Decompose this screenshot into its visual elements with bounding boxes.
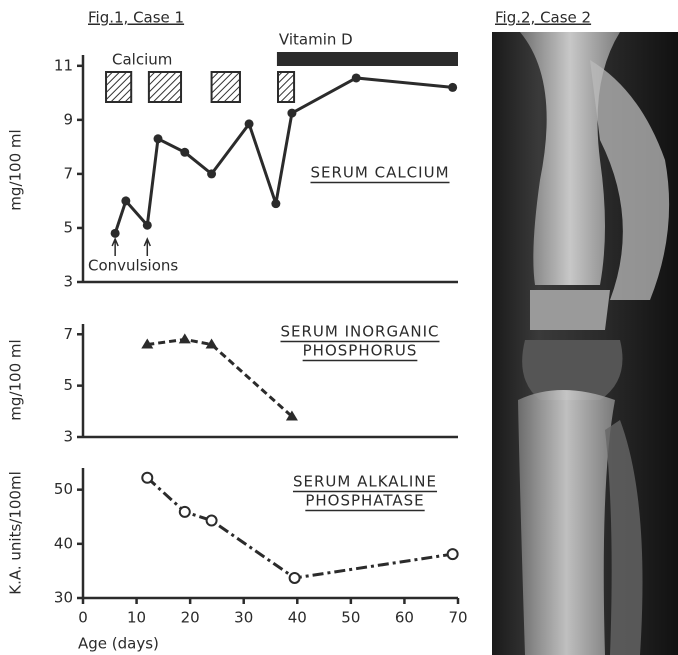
x-axis-label: Age (days)	[78, 635, 159, 653]
y-tick-label: 5	[63, 218, 73, 236]
y-tick-label: 9	[63, 110, 73, 128]
calcium-label: Calcium	[112, 51, 172, 69]
series-line	[147, 339, 292, 416]
x-tick-label: 20	[181, 609, 200, 627]
marker	[352, 73, 361, 82]
x-tick-label: 70	[448, 609, 467, 627]
x-tick-label: 30	[234, 609, 253, 627]
marker	[448, 549, 458, 559]
x-tick-label: 50	[341, 609, 360, 627]
calcium-period	[106, 72, 131, 102]
y-axis-label: mg/100 ml	[7, 129, 25, 210]
x-tick-label: 0	[78, 609, 88, 627]
marker	[271, 199, 280, 208]
y-tick-label: 5	[63, 376, 73, 394]
series-title: SERUM ALKALINE	[293, 473, 437, 491]
y-axis-label: mg/100 ml	[7, 339, 25, 420]
marker	[121, 196, 130, 205]
x-tick-label: 10	[127, 609, 146, 627]
vitamin-d-period	[277, 52, 458, 66]
y-tick-label: 7	[63, 325, 73, 343]
x-tick-label: 40	[288, 609, 307, 627]
y-tick-label: 3	[63, 273, 73, 291]
marker	[290, 573, 300, 583]
y-tick-label: 40	[54, 534, 73, 552]
y-axis-label: K.A. units/100ml	[7, 471, 25, 594]
marker	[111, 229, 120, 238]
marker	[179, 333, 191, 343]
y-tick-label: 30	[54, 589, 73, 607]
vitamin-d-label: Vitamin D	[279, 31, 353, 49]
calcium-period	[149, 72, 181, 102]
y-tick-label: 50	[54, 480, 73, 498]
marker	[287, 109, 296, 118]
figure: Fig.1, Case 1 Fig.2, Case 2 3 5 7 9 11 mg/100…	[0, 0, 678, 655]
marker	[143, 221, 152, 230]
x-ray-image	[492, 32, 678, 655]
marker	[245, 119, 254, 128]
figure-label: Fig.2, Case 2	[495, 9, 591, 27]
marker	[180, 148, 189, 157]
convulsion-arrow	[144, 239, 150, 256]
marker	[142, 473, 152, 483]
y-tick-label: 3	[63, 428, 73, 446]
convulsion-arrow	[112, 239, 118, 256]
series-title: SERUM CALCIUM	[310, 164, 449, 182]
marker	[180, 507, 190, 517]
convulsions-label: Convulsions	[88, 257, 178, 275]
calcium-period	[212, 72, 240, 102]
series-title: PHOSPHATASE	[305, 492, 424, 510]
marker	[207, 516, 217, 526]
x-tick-label: 60	[395, 609, 414, 627]
marker	[154, 134, 163, 143]
series-title: SERUM INORGANIC	[281, 323, 440, 341]
figure-label: Fig.1, Case 1	[88, 9, 184, 27]
marker	[207, 169, 216, 178]
calcium-period	[278, 72, 294, 102]
marker	[448, 83, 457, 92]
series-title: PHOSPHORUS	[303, 342, 418, 360]
y-tick-label: 7	[63, 164, 73, 182]
y-tick-label: 11	[54, 56, 73, 74]
